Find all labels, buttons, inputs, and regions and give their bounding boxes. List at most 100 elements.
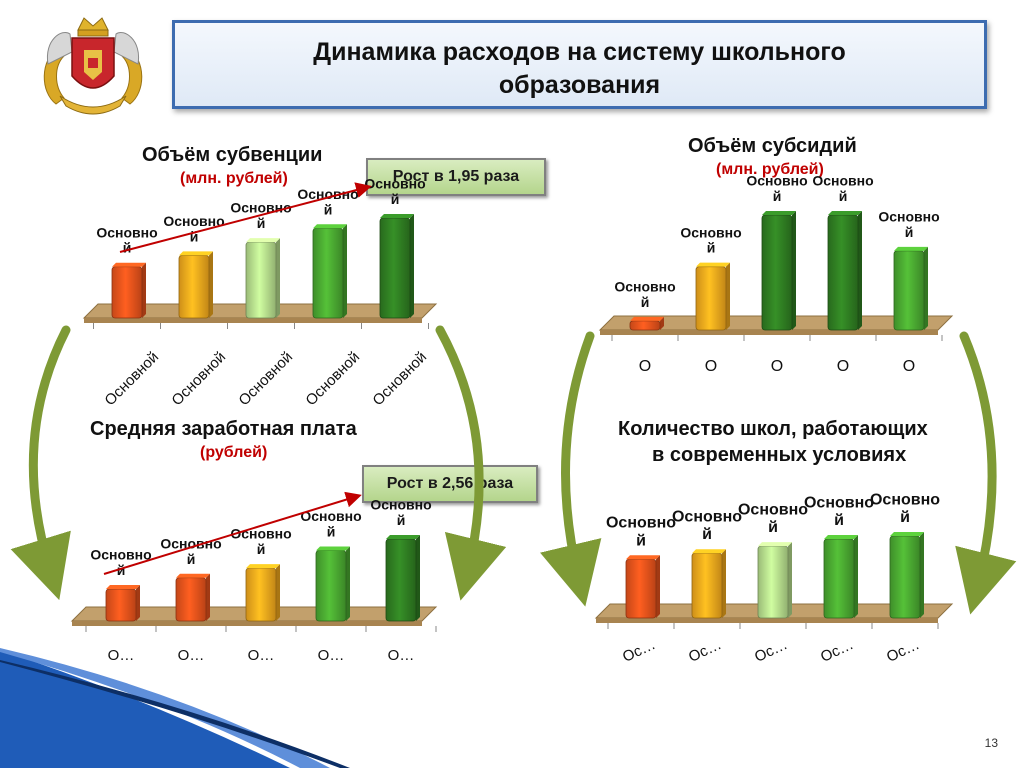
- bar-front: [315, 550, 347, 622]
- chart-2-bar: [893, 246, 928, 331]
- bar-top: [386, 535, 420, 539]
- chart-2-data-label: Основно й: [614, 278, 675, 309]
- chart-1-data-label: Основно й: [96, 224, 157, 255]
- chart-2-category-label: О: [705, 358, 717, 375]
- chart-3-subtitle: (рублей): [200, 444, 268, 461]
- chart-2-data-label: Основно й: [746, 173, 807, 204]
- bar-top: [246, 238, 280, 243]
- bar-side: [656, 555, 660, 618]
- page-title-line-1: Динамика расходов на систему школьного: [313, 38, 846, 66]
- bar-side: [209, 251, 213, 318]
- chart-2-data-label: Основно й: [812, 173, 873, 204]
- bar-side: [416, 535, 420, 621]
- chart-1-title: Объём субвенции: [142, 144, 323, 166]
- curve-arrow-right-up: [955, 331, 1017, 615]
- page-title-line-2: образования: [498, 71, 661, 99]
- chart-4: Основно й Ос… Основно й Ос… Основно й Ос… Основно…: [594, 491, 954, 666]
- chart-3-title: Средняя заработная плата: [90, 418, 357, 440]
- chart-4-category-label: Ос…: [884, 636, 922, 666]
- bar-front: [889, 535, 921, 619]
- chart-2: Основно й О Основно й О Основно й О Основно й О Осно…: [598, 173, 954, 375]
- bar-side: [920, 532, 924, 618]
- chart-3-floor-edge: [72, 621, 422, 626]
- chart-4-bar: [889, 532, 924, 619]
- chart-4-bar: [691, 549, 726, 619]
- bar-front: [691, 552, 723, 619]
- bar-top: [313, 224, 347, 229]
- bar-top: [112, 262, 146, 267]
- chart-4-data-label: Основно й: [870, 491, 940, 526]
- chart-2-subtitle: (млн. рублей): [716, 161, 824, 178]
- bar-side: [854, 535, 858, 618]
- chart-3-bar: [385, 535, 420, 622]
- bar-side: [142, 262, 146, 318]
- chart-2-title: Объём субсидий: [688, 135, 857, 157]
- chart-4-bar: [823, 535, 858, 619]
- chart-4-category-label: Ос…: [620, 636, 658, 666]
- bar-top: [316, 546, 350, 551]
- bar-top: [762, 211, 796, 215]
- chart-1-bar: [178, 251, 213, 319]
- chart-2-category-label: О: [771, 358, 783, 375]
- trend-arrow-1: [119, 182, 372, 253]
- chart-4-category-label: Ос…: [686, 636, 724, 666]
- chart-4-bar: [757, 542, 792, 619]
- chart-1-category-label: Основной: [235, 348, 296, 409]
- chart-2-data-label: Основно й: [680, 224, 741, 255]
- bar-front: [893, 250, 925, 331]
- chart-1-bar: [379, 214, 414, 319]
- chart-3-bar: [315, 546, 350, 622]
- bar-top: [894, 246, 928, 251]
- bar-front: [245, 241, 277, 319]
- chart-1-category-label: Основной: [369, 348, 430, 409]
- bar-front: [245, 567, 277, 622]
- chart-4-floor-edge: [596, 618, 938, 623]
- bar-front: [629, 320, 661, 331]
- bar-top: [696, 262, 730, 267]
- bar-front: [625, 558, 657, 619]
- chart-2-bar: [827, 211, 862, 331]
- chart-4-data-label: Основно й: [672, 509, 742, 544]
- chart-4-data-label: Основно й: [738, 502, 808, 537]
- bar-side: [410, 214, 414, 318]
- bar-top: [626, 555, 660, 560]
- chart-1-bar: [111, 262, 146, 319]
- bar-front: [178, 255, 210, 319]
- bar-front: [823, 538, 855, 619]
- chart-3-category-label: О…: [108, 647, 135, 664]
- bar-top: [179, 251, 213, 256]
- chart-1-floor-edge: [84, 318, 422, 323]
- chart-3-data-label: Основно й: [300, 508, 361, 539]
- chart-3-category-label: О…: [388, 647, 415, 664]
- bar-top: [246, 564, 280, 569]
- chart-3-category-label: О…: [178, 647, 205, 664]
- bar-side: [722, 549, 726, 618]
- bar-side: [660, 316, 664, 330]
- chart-3: Основно й О… Основно й О… Основно й О… Основно й О……: [70, 497, 438, 664]
- chart-2-category-label: О: [837, 358, 849, 375]
- chart-2-floor-edge: [600, 330, 938, 335]
- bar-side: [276, 564, 280, 621]
- chart-2-data-label: Основно й: [878, 208, 939, 239]
- chart-2-category-label: О: [903, 358, 915, 375]
- chart-1-category-label: Основной: [168, 348, 229, 409]
- bar-top: [824, 535, 858, 540]
- chart-3-category-label: О…: [248, 647, 275, 664]
- bar-side: [726, 262, 730, 330]
- chart-4-bar: [625, 555, 660, 619]
- chart-1-bar: [312, 224, 347, 319]
- bar-front: [175, 577, 207, 622]
- bar-front: [827, 214, 859, 331]
- chart-3-category-label: О…: [318, 647, 345, 664]
- chart-2-bar: [761, 211, 796, 331]
- page-title: Динамика расходов на систему школьного о…: [172, 20, 987, 109]
- chart-3-data-label: Основно й: [230, 526, 291, 557]
- bar-side: [276, 238, 280, 318]
- bar-front: [105, 588, 137, 622]
- chart-1-data-label: Основно й: [163, 213, 224, 244]
- bar-front: [761, 214, 793, 331]
- bar-side: [792, 211, 796, 330]
- chart-3-bar: [105, 584, 140, 622]
- chart-3-bar: [175, 573, 210, 622]
